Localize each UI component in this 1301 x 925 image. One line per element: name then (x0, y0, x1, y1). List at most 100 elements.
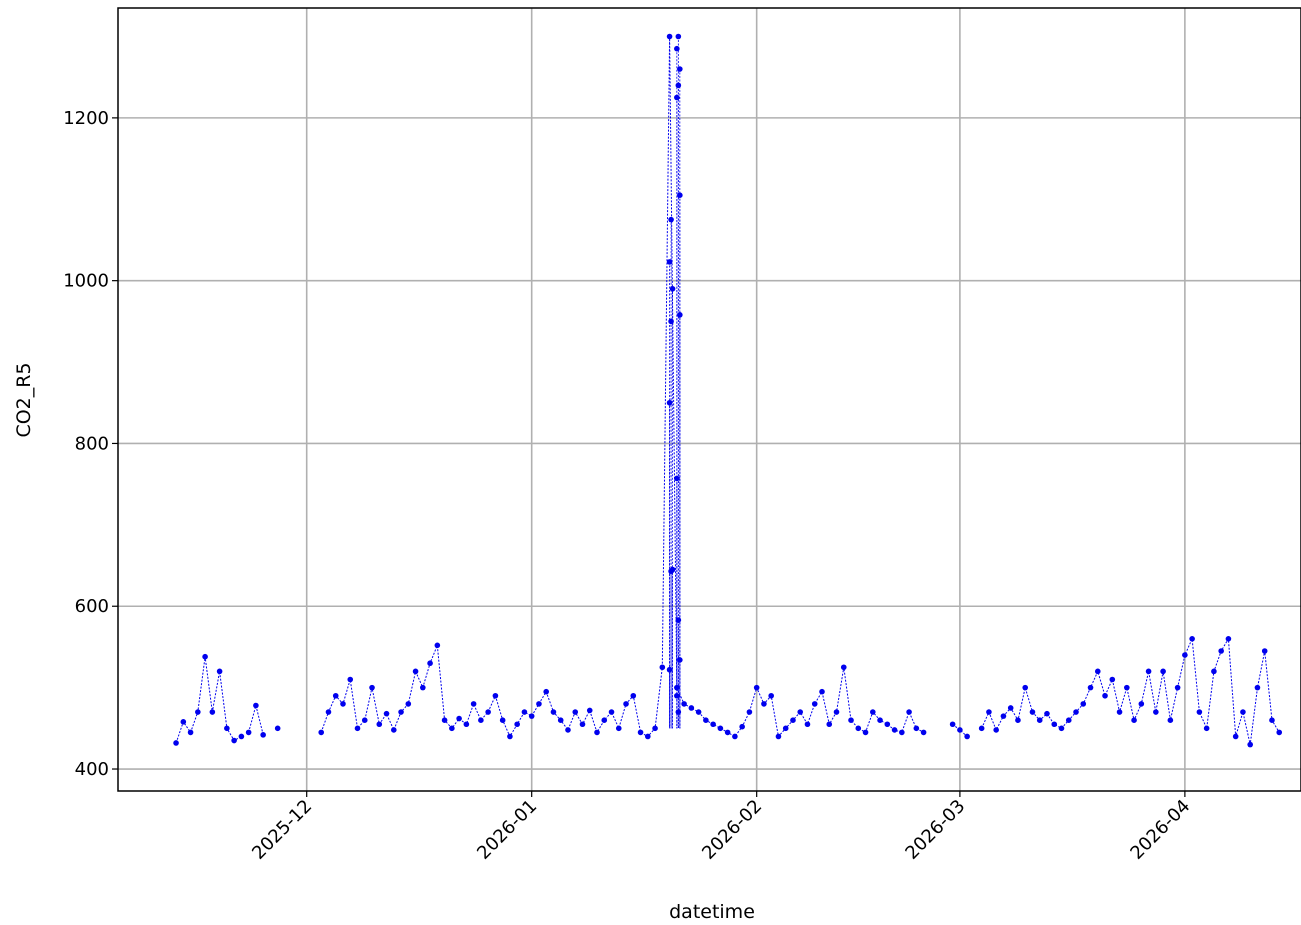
data-point (768, 692, 774, 699)
grid-lines (118, 8, 1301, 791)
data-point (826, 721, 833, 728)
data-point (1029, 709, 1036, 715)
data-point (913, 725, 920, 732)
data-point (543, 688, 550, 695)
data-point (354, 725, 361, 732)
data-point (274, 725, 281, 732)
data-point (405, 701, 412, 707)
data-point (695, 709, 702, 715)
y-tick-label: 400 (75, 759, 109, 780)
data-point (1022, 684, 1029, 691)
data-point (383, 710, 390, 717)
data-point (608, 709, 615, 715)
data-point (557, 717, 564, 723)
data-point (456, 715, 462, 722)
spike-point (674, 94, 680, 101)
data-point (840, 664, 847, 671)
data-point (1247, 741, 1253, 748)
series-line-segment (981, 636, 1280, 745)
data-point (710, 721, 716, 728)
data-point (492, 692, 499, 699)
data-point (877, 717, 883, 723)
data-point (1160, 668, 1166, 675)
data-point (659, 664, 666, 671)
data-point (499, 717, 506, 723)
data-point (579, 721, 586, 728)
data-point (666, 33, 673, 40)
data-point (427, 660, 433, 667)
data-point (195, 709, 201, 715)
data-point (1094, 668, 1101, 675)
data-point (340, 701, 346, 707)
spike-point (668, 216, 674, 223)
data-point (1203, 725, 1210, 732)
data-point (645, 733, 651, 740)
spike-point (677, 192, 683, 199)
data-point (528, 713, 535, 719)
data-point (869, 709, 876, 715)
data-point (724, 729, 731, 736)
y-tick-label: 600 (75, 596, 109, 617)
data-point (1102, 692, 1108, 699)
data-point (1000, 713, 1007, 719)
data-point (848, 717, 854, 723)
y-tick-label: 1200 (63, 108, 109, 129)
spike-point (675, 617, 682, 623)
data-point (514, 721, 520, 728)
data-point (732, 733, 738, 740)
data-point (1269, 717, 1275, 723)
spike-point (668, 318, 674, 325)
data-point (717, 725, 724, 732)
data-point (899, 729, 905, 736)
data-point (536, 701, 542, 707)
data-point (804, 721, 811, 728)
data-point (1036, 717, 1043, 723)
data-point (688, 705, 695, 711)
data-point (1182, 652, 1188, 658)
data-point (209, 709, 216, 715)
data-point (325, 709, 332, 715)
spike-point (677, 657, 683, 663)
data-point (1044, 710, 1050, 717)
data-point (224, 725, 230, 732)
data-point (347, 676, 354, 683)
data-point (202, 653, 208, 660)
data-point (1261, 648, 1268, 654)
data-point (674, 684, 680, 691)
data-point (332, 692, 339, 699)
series-line-segment (175, 656, 242, 744)
data-point (957, 727, 963, 733)
data-point (1087, 684, 1094, 691)
spike-point (675, 82, 682, 89)
data-point (891, 727, 898, 733)
data-point (398, 709, 404, 715)
data-point (470, 701, 477, 707)
data-point (420, 684, 426, 691)
data-point (231, 737, 237, 744)
data-point (1051, 721, 1058, 728)
data-point (1007, 705, 1014, 711)
data-point (1145, 668, 1152, 675)
data-point (507, 733, 513, 740)
data-point (586, 707, 593, 714)
data-point (572, 709, 579, 715)
spike-point (674, 692, 680, 699)
data-point (855, 725, 862, 732)
data-point (216, 668, 223, 675)
data-point (369, 684, 375, 691)
data-point (746, 709, 753, 715)
data-point (601, 717, 608, 723)
data-point (1124, 684, 1130, 691)
data-point (1109, 676, 1116, 683)
data-point (253, 702, 259, 709)
data-point (521, 709, 528, 715)
y-axis-ticks: 400 600 800 1000 1200 (63, 108, 118, 780)
spike-point (675, 709, 682, 715)
data-point (1167, 717, 1174, 723)
data-point (434, 642, 441, 649)
data-point (594, 729, 600, 736)
series-line-segment (952, 723, 968, 737)
data-point (986, 709, 992, 715)
x-axis-label: datetime (669, 901, 755, 923)
